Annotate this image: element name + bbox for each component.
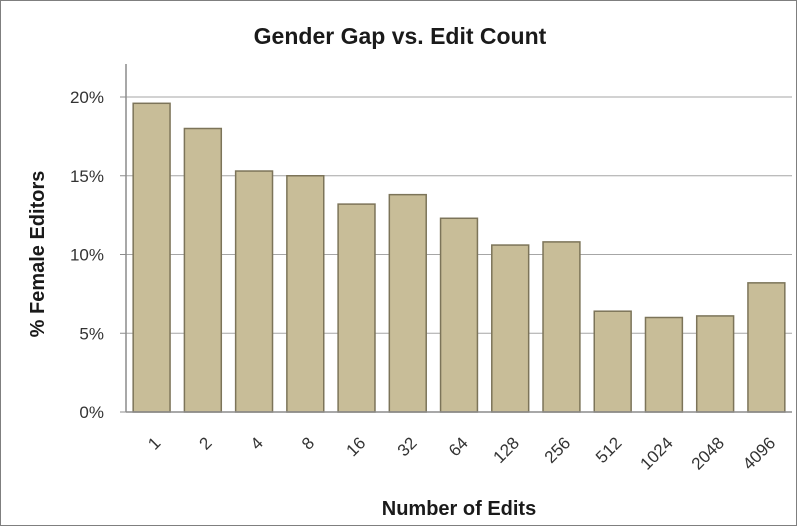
x-tick-label: 2 <box>196 433 216 453</box>
bar <box>183 127 223 413</box>
x-tick-label: 4 <box>247 433 267 453</box>
x-tick-label: 128 <box>490 433 523 466</box>
x-tick-label: 32 <box>394 433 421 460</box>
bar <box>542 241 581 413</box>
x-tick-label: 16 <box>343 433 370 460</box>
x-tick-label: 512 <box>592 433 625 466</box>
y-tick-label: 20% <box>70 88 104 107</box>
bar <box>132 102 171 413</box>
x-tick-label: 64 <box>445 433 472 460</box>
bar <box>439 217 479 413</box>
bar <box>747 282 786 413</box>
y-tick-label: 5% <box>79 324 104 343</box>
chart-title: Gender Gap vs. Edit Count <box>254 23 547 49</box>
x-tick-label: 8 <box>298 433 318 453</box>
bar <box>491 244 530 413</box>
y-tick-label: 10% <box>70 246 104 265</box>
x-tick-label: 1 <box>144 433 164 453</box>
bar <box>286 175 325 413</box>
y-tick-label: 15% <box>70 167 104 186</box>
bars <box>132 102 786 413</box>
bar <box>337 203 376 413</box>
y-tick-label: 0% <box>79 403 104 422</box>
y-tick-labels: 0% 5% 10% 15% 20% <box>70 88 126 422</box>
bar <box>388 193 427 413</box>
x-tick-label: 256 <box>541 433 574 466</box>
bar <box>234 170 274 413</box>
x-axis-label: Number of Edits <box>382 498 536 520</box>
bar <box>593 310 632 413</box>
x-tick-labels: 1 2 4 8 16 32 64 128 256 512 1024 2048 4096 <box>144 433 779 473</box>
x-tick-label: 4096 <box>739 433 779 473</box>
bar <box>695 315 735 413</box>
y-axis-label: % Female Editors <box>27 171 49 338</box>
x-tick-label: 2048 <box>688 433 728 473</box>
bar <box>644 316 684 413</box>
x-tick-label: 1024 <box>637 433 677 473</box>
